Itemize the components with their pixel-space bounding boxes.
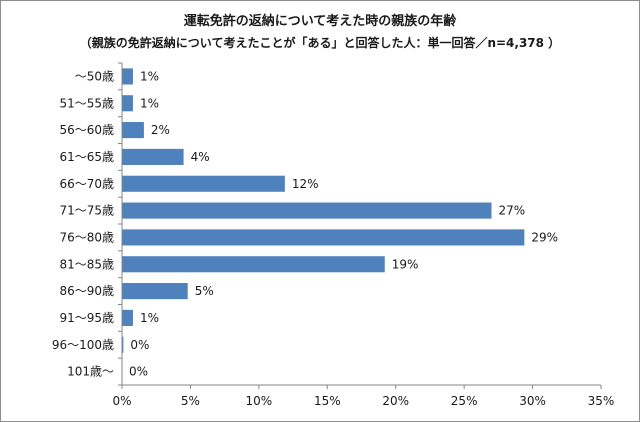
category-label: 76～80歳 bbox=[59, 230, 114, 244]
x-tick-label: 0% bbox=[112, 394, 131, 408]
axes-group: 0% 5% 10% 15% 20% 25% 30% 35% bbox=[112, 62, 615, 408]
bar bbox=[122, 68, 133, 85]
x-tick-label: 25% bbox=[451, 394, 478, 408]
bar bbox=[122, 148, 184, 165]
bar bbox=[122, 202, 492, 219]
data-label: 29% bbox=[531, 230, 558, 244]
x-tick-label: 20% bbox=[382, 394, 409, 408]
category-label: 71～75歳 bbox=[59, 204, 114, 218]
category-label: ～50歳 bbox=[75, 69, 114, 83]
bar bbox=[122, 122, 144, 139]
bar bbox=[122, 309, 133, 326]
x-tick-label: 15% bbox=[314, 394, 341, 408]
x-tick-label: 5% bbox=[181, 394, 200, 408]
category-label: 56～60歳 bbox=[59, 123, 114, 137]
category-label: 61～65歳 bbox=[59, 150, 114, 164]
category-label: 81～85歳 bbox=[59, 257, 114, 271]
data-label: 4% bbox=[191, 150, 210, 164]
bar bbox=[122, 175, 285, 192]
data-label: 19% bbox=[392, 257, 419, 271]
data-label: 1% bbox=[140, 96, 159, 110]
data-label: 0% bbox=[130, 338, 149, 352]
data-label: 2% bbox=[151, 123, 170, 137]
data-label: 0% bbox=[129, 365, 148, 379]
category-label: 91～95歳 bbox=[59, 311, 114, 325]
data-label: 27% bbox=[499, 204, 526, 218]
data-label: 12% bbox=[292, 177, 319, 191]
labels-group: 1% ～50歳 1% 51～55歳 2% 56～60歳 4% 61～65歳 12% 66～70歳 2… bbox=[52, 69, 558, 378]
data-label: 5% bbox=[195, 284, 214, 298]
x-tick-label: 30% bbox=[519, 394, 546, 408]
data-label: 1% bbox=[140, 69, 159, 83]
x-tick-label: 10% bbox=[246, 394, 273, 408]
category-label: 66～70歳 bbox=[59, 177, 114, 191]
bar bbox=[122, 283, 188, 300]
chart-subtitle: （親族の免許返納について考えたことが「ある」と回答した人：単一回答／n=4,37… bbox=[79, 36, 561, 50]
bars-group bbox=[122, 68, 525, 353]
chart-title: 運転免許の返納について考えた時の親族の年齢 bbox=[183, 14, 457, 29]
data-label: 1% bbox=[140, 311, 159, 325]
x-tick-label: 35% bbox=[588, 394, 615, 408]
category-label: 101歳～ bbox=[67, 365, 114, 379]
bar bbox=[122, 95, 133, 112]
bar bbox=[122, 229, 525, 246]
bar bbox=[122, 336, 124, 353]
category-label: 51～55歳 bbox=[59, 96, 114, 110]
category-label: 86～90歳 bbox=[59, 284, 114, 298]
bar bbox=[122, 256, 385, 273]
category-label: 96～100歳 bbox=[52, 338, 114, 352]
